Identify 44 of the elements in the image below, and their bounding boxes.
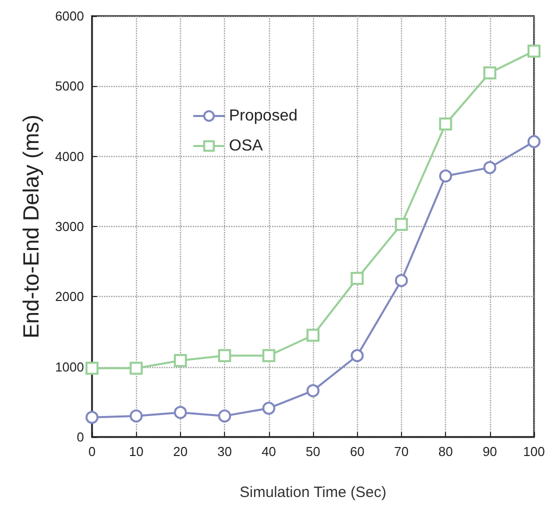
legend-label: OSA (229, 138, 264, 154)
y-tick-label: 4000 (55, 148, 84, 164)
point (350, 349, 364, 362)
x-axis-title: Simulation Time (Sec) (240, 484, 386, 501)
point (218, 349, 232, 362)
x-tick-label: 70 (394, 444, 409, 459)
y-tick-label: 3000 (55, 219, 84, 234)
point (262, 349, 276, 362)
point (306, 384, 320, 398)
y-tick-label: 2000 (55, 289, 84, 304)
x-tick-label: 0 (88, 444, 96, 459)
y-axis-title: End-to-End Delay (ms) (18, 114, 44, 338)
point (130, 362, 143, 375)
y-tick-label: 5000 (55, 78, 84, 94)
x-tick-label: 100 (523, 444, 545, 459)
x-tick-label: 20 (173, 444, 188, 459)
point (262, 402, 276, 415)
x-tick-label: 60 (350, 444, 364, 459)
point (86, 362, 98, 375)
point (528, 44, 540, 58)
x-tick-label: 10 (128, 444, 144, 459)
x-tick-label: 40 (262, 444, 276, 459)
x-tick-label: 80 (438, 444, 453, 459)
point (306, 328, 320, 342)
point (394, 218, 408, 231)
point (394, 274, 408, 288)
x-tick-label: 30 (217, 444, 232, 459)
y-tick-label: 6000 (55, 8, 84, 24)
point (174, 354, 187, 368)
point (439, 169, 452, 182)
point (483, 66, 496, 80)
point (350, 272, 364, 285)
point (439, 118, 452, 131)
point (218, 409, 232, 422)
point (86, 410, 98, 424)
y-tick-label: 0 (76, 430, 84, 444)
y-tick-label: 1000 (55, 359, 84, 374)
point (528, 135, 540, 148)
point (483, 161, 496, 174)
x-tick-label: 50 (306, 444, 320, 459)
point (174, 406, 187, 419)
legend-label: Proposed (229, 108, 298, 124)
x-tick-label: 90 (482, 444, 498, 459)
point (130, 409, 143, 422)
